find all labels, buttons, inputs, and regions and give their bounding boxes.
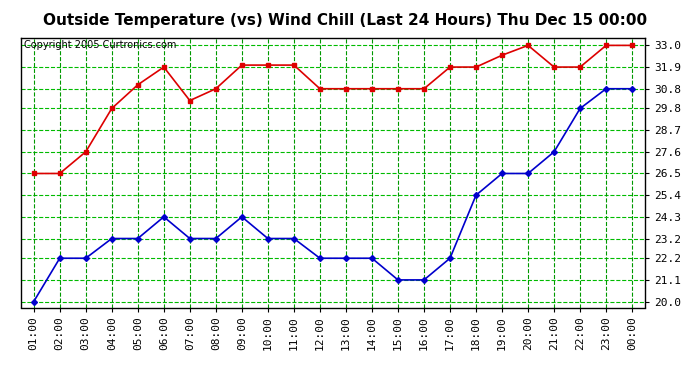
- Text: Outside Temperature (vs) Wind Chill (Last 24 Hours) Thu Dec 15 00:00: Outside Temperature (vs) Wind Chill (Las…: [43, 13, 647, 28]
- Text: Copyright 2005 Curtronics.com: Copyright 2005 Curtronics.com: [24, 40, 176, 50]
